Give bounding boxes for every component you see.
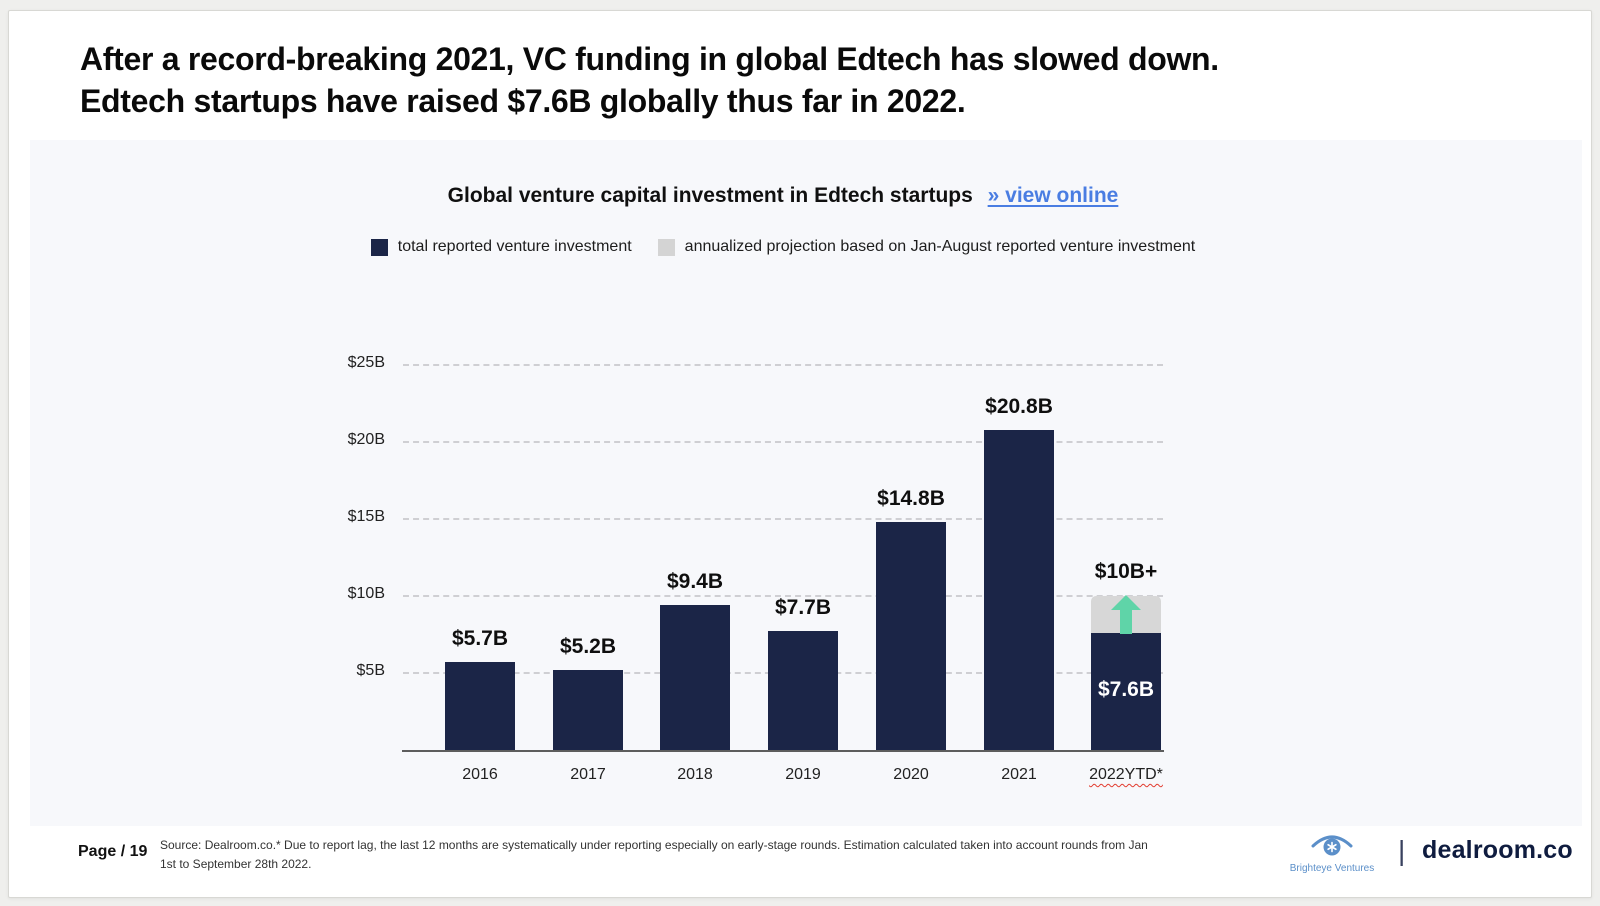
gridline-$15B [403, 518, 1163, 520]
up-arrow-icon [1111, 595, 1141, 634]
view-online-link[interactable]: » view online [987, 184, 1119, 207]
bar-2017 [553, 669, 623, 750]
page-number: Page / 19 [78, 843, 148, 860]
y-axis-label: $5B [356, 662, 385, 679]
x-axis-label-text: 2018 [677, 766, 713, 783]
logo-divider: | [1398, 835, 1406, 866]
bar-value-label-2020: $14.8B [877, 487, 945, 511]
bar-value-label-2016: $5.7B [451, 627, 509, 651]
legend-swatch-reported-icon [370, 238, 388, 256]
x-axis-label-text: 2020 [893, 766, 929, 783]
x-axis-label-2019: 2019 [733, 766, 873, 784]
gridline-$20B [403, 441, 1163, 443]
bar-value-label-2019: $7.7B [774, 596, 832, 620]
eye-icon [1311, 835, 1353, 856]
x-axis-label-2022YTD*: 2022YTD* [1056, 766, 1196, 784]
projection-value-label: $10B+ [1094, 560, 1158, 583]
brighteye-ventures-logo: Brighteye Ventures [1278, 831, 1386, 874]
chart-header: Global venture capital investment in Edt… [0, 184, 1566, 208]
dealroom-logo: dealroom.co [1422, 836, 1573, 864]
bar-value-label-2018: $9.4B [666, 570, 724, 594]
legend-item-reported: total reported venture investment [370, 238, 632, 256]
bar-2018 [660, 605, 730, 750]
x-axis-label-2017: 2017 [518, 766, 658, 784]
bar-value-label-2021: $20.8B [985, 394, 1053, 418]
source-note: Source: Dealroom.co.* Due to report lag,… [160, 838, 1148, 871]
x-axis-label-2021: 2021 [949, 766, 1089, 784]
slide-title-line2: Edtech startups have raised $7.6B global… [80, 83, 966, 119]
bar-2016 [445, 662, 515, 750]
x-axis-label-2016: 2016 [410, 766, 550, 784]
gridline-$10B [403, 595, 1163, 597]
legend-label-reported: total reported venture investment [397, 238, 632, 255]
x-axis-label-text: 2022YTD* [1089, 766, 1163, 783]
chart-legend: total reported venture investment annual… [0, 238, 1566, 256]
slide-title: After a record-breaking 2021, VC funding… [80, 38, 1530, 122]
bar-value-label-2022YTD*: $7.6B [1097, 678, 1155, 701]
y-axis-label: $15B [347, 508, 385, 525]
bar-2022YTD* [1091, 632, 1161, 750]
legend-label-projection: annualized projection based on Jan-Augus… [684, 238, 1196, 255]
legend-item-projection: annualized projection based on Jan-Augus… [657, 238, 1196, 256]
chart-title: Global venture capital investment in Edt… [447, 184, 973, 207]
y-axis-label: $10B [347, 585, 385, 602]
bar-2019 [768, 631, 838, 750]
gridline-$25B [403, 364, 1163, 366]
x-axis-label-2018: 2018 [625, 766, 765, 784]
x-axis-label-text: 2017 [570, 766, 606, 783]
brighteye-label: Brighteye Ventures [1289, 863, 1375, 874]
bar-value-label-2017: $5.2B [559, 634, 617, 658]
x-axis-label-text: 2019 [785, 766, 821, 783]
x-axis-label-text: 2021 [1001, 766, 1037, 783]
y-axis-label: $20B [347, 431, 385, 448]
bar-2021 [984, 429, 1054, 750]
x-axis-label-text: 2016 [462, 766, 498, 783]
y-axis-label: $25B [347, 354, 385, 371]
slide-title-line1: After a record-breaking 2021, VC funding… [80, 41, 1219, 77]
x-axis-label-2020: 2020 [841, 766, 981, 784]
legend-swatch-projection-icon [657, 238, 675, 256]
x-axis-line [402, 750, 1164, 752]
bar-2020 [876, 522, 946, 750]
